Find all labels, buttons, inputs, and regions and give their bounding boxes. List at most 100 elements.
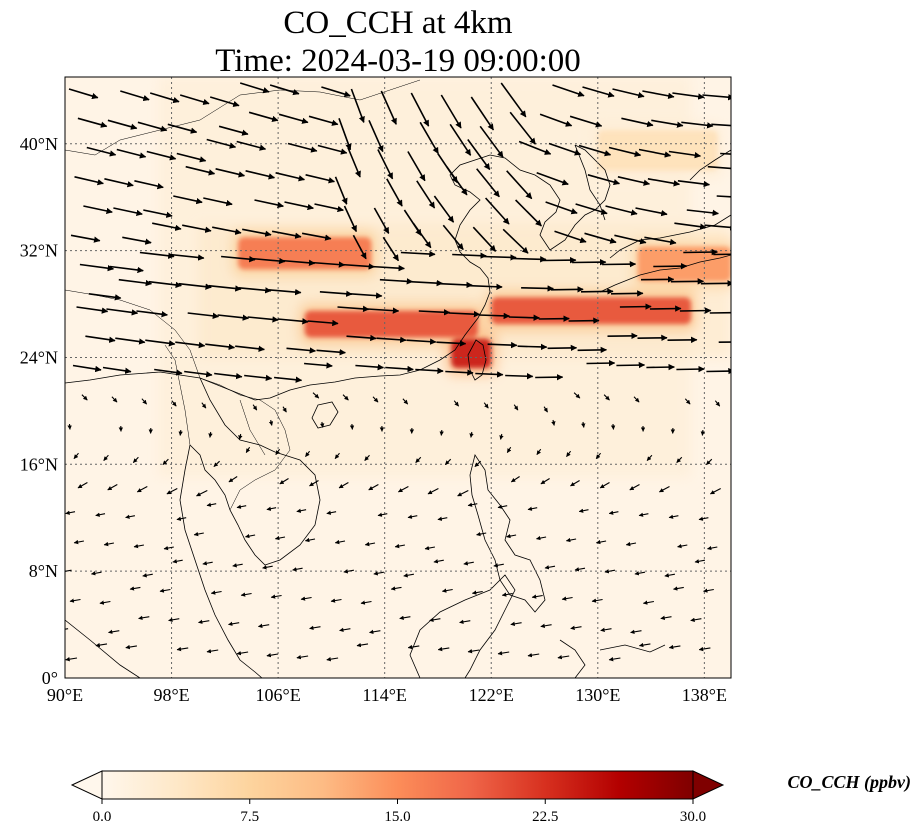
wind-arrow bbox=[565, 537, 577, 543]
lat-tick-label: 40°N bbox=[20, 134, 58, 154]
wind-arrow bbox=[67, 423, 72, 430]
wind-arrow bbox=[208, 431, 213, 438]
wind-arrow bbox=[136, 310, 168, 318]
wind-arrow bbox=[209, 96, 240, 108]
wind-arrow bbox=[668, 644, 681, 650]
wind-arrow bbox=[487, 341, 518, 349]
wind-arrow bbox=[178, 429, 183, 436]
wind-arrow bbox=[439, 429, 444, 436]
wind-arrow bbox=[482, 254, 517, 261]
wind-arrow bbox=[141, 398, 148, 405]
wind-arrow bbox=[610, 290, 644, 297]
wind-arrow bbox=[506, 170, 533, 200]
wind-arrow bbox=[510, 621, 522, 627]
wind-arrow bbox=[134, 180, 164, 190]
wind-arrow bbox=[238, 433, 243, 440]
wind-arrow bbox=[660, 615, 672, 621]
wind-arrow bbox=[547, 344, 578, 352]
wind-arrow bbox=[619, 303, 652, 310]
wind-arrow bbox=[292, 567, 303, 572]
wind-arrow bbox=[314, 203, 344, 213]
wind-arrow bbox=[513, 404, 519, 411]
wind-arrow bbox=[266, 652, 279, 658]
wind-arrow bbox=[634, 571, 646, 576]
wind-arrow bbox=[268, 288, 302, 296]
wind-arrow bbox=[356, 642, 369, 648]
wind-arrow bbox=[74, 176, 104, 186]
wind-arrow bbox=[339, 627, 351, 633]
wind-arrow bbox=[143, 209, 173, 218]
wind-arrow bbox=[68, 88, 99, 100]
wind-arrow bbox=[245, 533, 256, 539]
wind-arrow bbox=[651, 119, 684, 128]
wind-arrow bbox=[236, 504, 247, 509]
wind-arrow bbox=[436, 340, 467, 347]
wind-arrow bbox=[679, 307, 712, 314]
wind-arrow bbox=[467, 139, 491, 171]
wind-arrow bbox=[441, 588, 453, 593]
wind-arrow bbox=[429, 617, 441, 623]
wind-arrow bbox=[416, 180, 436, 209]
wind-arrow bbox=[587, 174, 621, 186]
wind-arrow bbox=[240, 592, 252, 597]
wind-arrow bbox=[552, 84, 585, 97]
wind-arrow bbox=[245, 446, 251, 453]
wind-arrow bbox=[580, 288, 614, 295]
wind-arrow bbox=[709, 311, 731, 314]
wind-arrow bbox=[271, 230, 302, 239]
wind-arrow bbox=[684, 398, 691, 405]
wind-arrow bbox=[193, 531, 204, 537]
wind-arrow bbox=[437, 516, 448, 521]
wind-arrow bbox=[677, 180, 711, 188]
wind-arrow bbox=[442, 224, 464, 251]
wind-arrow bbox=[616, 361, 646, 369]
wind-arrow bbox=[595, 539, 607, 545]
wind-arrow bbox=[208, 284, 242, 292]
wind-arrow bbox=[508, 314, 540, 321]
wind-arrow bbox=[612, 88, 645, 99]
wind-arrow bbox=[500, 82, 527, 118]
wind-arrow bbox=[505, 373, 534, 380]
wind-arrow bbox=[646, 363, 675, 371]
wind-arrow bbox=[668, 514, 679, 519]
wind-vectors bbox=[65, 82, 731, 662]
lon-tick-label: 114°E bbox=[362, 685, 407, 705]
wind-arrow bbox=[710, 488, 721, 495]
wind-arrow bbox=[337, 305, 370, 313]
wind-arrow bbox=[217, 314, 250, 321]
wind-arrow bbox=[377, 512, 388, 517]
wind-arrow bbox=[394, 543, 406, 549]
wind-arrow bbox=[574, 567, 586, 572]
wind-arrow bbox=[402, 398, 409, 405]
wind-arrow bbox=[501, 592, 513, 597]
lon-tick-label: 90°E bbox=[47, 685, 83, 705]
plot-title-line-2: Time: 2024-03-19 09:00:00 bbox=[215, 43, 581, 79]
wind-arrow bbox=[518, 140, 552, 155]
wind-arrow bbox=[475, 371, 504, 378]
wind-arrow bbox=[203, 197, 233, 207]
wind-arrow bbox=[400, 250, 436, 258]
lon-tick-label: 130°E bbox=[575, 685, 620, 705]
wind-arrow bbox=[73, 539, 85, 545]
lat-tick-label: 32°N bbox=[20, 241, 58, 261]
wind-arrow bbox=[116, 148, 147, 159]
wind-arrow bbox=[77, 482, 88, 489]
wind-arrow bbox=[168, 617, 180, 623]
wind-arrow bbox=[221, 255, 256, 263]
wind-arrow bbox=[453, 400, 460, 407]
wind-arrow bbox=[369, 629, 381, 635]
wind-arrow bbox=[379, 278, 414, 285]
wind-arrow bbox=[107, 484, 118, 491]
wind-arrow bbox=[449, 123, 472, 156]
wind-arrow bbox=[242, 228, 272, 237]
wind-arrow bbox=[510, 476, 520, 483]
wind-arrow bbox=[440, 94, 462, 129]
wind-arrow bbox=[471, 590, 483, 595]
longitude-tick-labels: 90°E 98°E 106°E 114°E 122°E 130°E 138°E bbox=[47, 685, 727, 705]
wind-arrow bbox=[433, 559, 444, 564]
lat-tick-label: 0° bbox=[42, 668, 58, 688]
wind-arrow bbox=[557, 655, 570, 660]
wind-arrow bbox=[575, 203, 608, 215]
wind-arrow bbox=[649, 305, 682, 312]
wind-arrow bbox=[385, 365, 414, 373]
